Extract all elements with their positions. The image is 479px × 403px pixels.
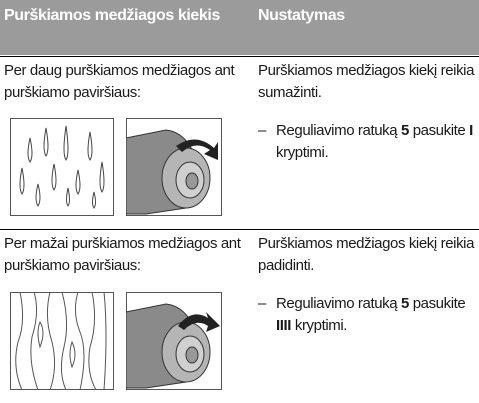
step-bold: IIII xyxy=(276,317,292,334)
step-bold: I xyxy=(469,122,473,139)
spray-gun-illustration xyxy=(126,118,222,216)
step-text: pasukite xyxy=(408,295,466,312)
row-separator xyxy=(0,229,479,230)
wood-grain-illustration xyxy=(10,292,114,390)
marker: – xyxy=(258,122,266,139)
step-bold: 5 xyxy=(400,295,409,312)
marker: – xyxy=(258,295,266,312)
problem: Per mažai purškiamos medžiagos ant puršk… xyxy=(4,235,241,274)
drops-illustration xyxy=(10,118,114,216)
step-text: kryptimi. xyxy=(291,317,348,334)
step-bold: 5 xyxy=(400,122,409,139)
step-text: Reguliavimo ratuką xyxy=(276,295,401,312)
row-separator xyxy=(0,56,479,57)
table-header: Purškiamos medžiagos kiekis Nustatymas xyxy=(0,0,479,55)
step-text: kryptimi. xyxy=(276,144,329,161)
step-text: Reguliavimo ratuką xyxy=(276,122,401,139)
step: – Reguliavimo ratuką 5 pasukite IIII kryp… xyxy=(258,293,476,337)
step-text: pasukite xyxy=(408,122,470,139)
header-cell: Purškiamos medžiagos kiekis xyxy=(4,7,220,24)
setting: Purškiamos medžiagos kiekį reikia padidi… xyxy=(258,235,475,274)
setting: Purškiamos medžiagos kiekį reikia sumaži… xyxy=(258,62,475,101)
header-cell: Nustatymas xyxy=(258,7,345,24)
spray-gun-illustration xyxy=(126,292,222,390)
step: – Reguliavimo ratuką 5 pasukite I kryptim… xyxy=(258,120,476,164)
problem: Per daug purškiamos medžiagos ant purški… xyxy=(4,62,235,101)
